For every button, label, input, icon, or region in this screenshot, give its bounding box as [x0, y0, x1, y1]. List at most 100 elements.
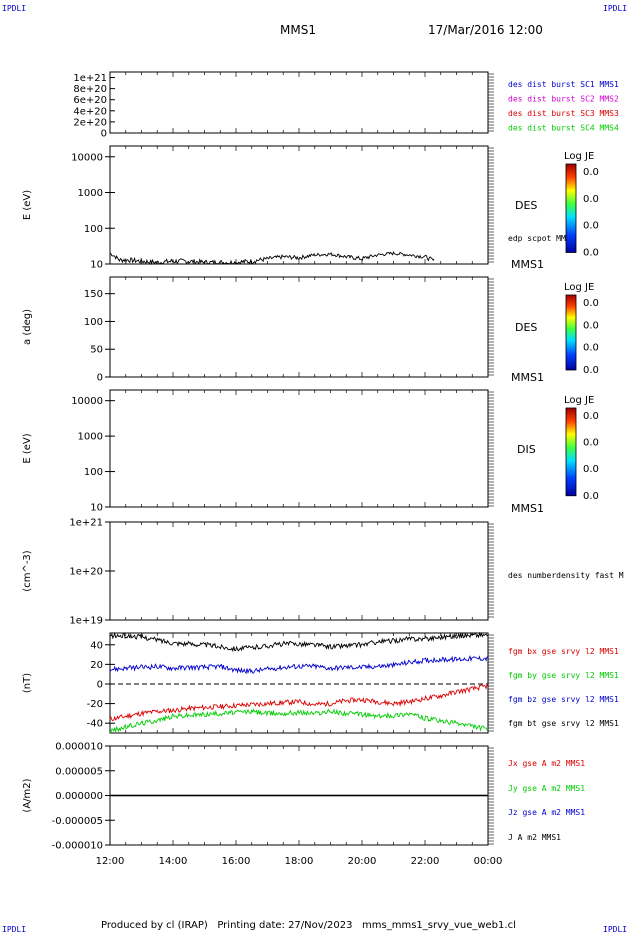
dis-energy-panel-colorbar-tick-label: 0.0	[583, 438, 599, 449]
dis-energy-panel-bottom-label: MMS1	[511, 502, 544, 515]
dis-energy-panel-y-tick-label: 1000	[78, 432, 103, 443]
dis-energy-panel-spectrogram-label: DIS	[517, 443, 536, 456]
dis-energy-panel-colorbar-tick-label: 0.0	[583, 411, 599, 422]
current-panel-y-tick-label: -0.000005	[52, 816, 103, 827]
corner-label-bottom-right: IPDLI	[603, 925, 627, 934]
fgm-panel-legend-entry: fgm bz gse srvy l2 MMS1	[508, 695, 619, 704]
des-energy-panel-spectrogram-label: DES	[515, 199, 537, 212]
fgm-panel-legend-entry: fgm by gse srvy l2 MMS1	[508, 671, 619, 680]
des-pitch-panel-colorbar	[565, 294, 577, 371]
current-panel-y-tick-label: 0.000000	[55, 791, 103, 802]
dist-burst-panel-legend-entry: des dist burst SC4 MMS4	[508, 124, 619, 133]
des-pitch-panel-colorbar-tick-label: 0.0	[583, 298, 599, 309]
fgm-panel-y-tick-label: -20	[87, 699, 103, 710]
des-energy-panel-y-tick-label: 100	[84, 224, 103, 235]
dis-energy-panel-frame	[109, 389, 489, 508]
current-panel-x-tick-label: 00:00	[474, 856, 503, 867]
density-panel-frame	[109, 521, 489, 621]
current-panel-x-tick-label: 22:00	[411, 856, 440, 867]
current-panel-x-tick-label: 18:00	[285, 856, 314, 867]
dist-burst-panel-legend-entry: des dist burst SC2 MMS2	[508, 95, 619, 104]
fgm-panel-y-tick-label: 40	[90, 640, 103, 651]
des-pitch-panel-colorbar-tick-label: 0.0	[583, 365, 599, 376]
fgm-panel-series-line	[109, 708, 489, 734]
des-pitch-panel-bottom-label: MMS1	[511, 371, 544, 384]
des-pitch-panel-y-tick-label: 100	[84, 317, 103, 328]
dist-burst-panel-y-tick-label: 4e+20	[73, 106, 107, 117]
current-panel-y-tick-label: 0.000005	[55, 766, 103, 777]
des-energy-panel-colorbar-tick-label: 0.0	[583, 248, 599, 259]
density-panel-y-tick-label: 1e+19	[69, 616, 103, 627]
dist-burst-panel-y-tick-label: 8e+20	[73, 84, 107, 95]
des-pitch-panel-colorbar-tick-label: 0.0	[583, 320, 599, 331]
current-panel-y-tick-label: 0.000010	[55, 742, 103, 753]
density-panel-y-tick-label: 1e+21	[69, 518, 103, 529]
density-panel-y-axis-label: (cm^-3)	[22, 550, 33, 591]
des-energy-panel-colorbar-title: Log JE	[564, 151, 594, 162]
corner-label-bottom-left: IPDLI	[2, 925, 26, 934]
dist-burst-panel-y-tick-label: 1e+21	[73, 73, 107, 84]
des-energy-panel-colorbar-tick-label: 0.0	[583, 221, 599, 232]
des-pitch-panel-colorbar-title: Log JE	[564, 282, 594, 293]
fgm-panel-y-axis-label: (nT)	[22, 673, 33, 693]
dist-burst-panel-y-tick-label: 6e+20	[73, 95, 107, 106]
current-panel-legend-entry: Jx gse A m2 MMS1	[508, 759, 585, 768]
current-panel-x-tick-label: 16:00	[222, 856, 251, 867]
des-energy-panel-colorbar	[565, 163, 577, 253]
current-panel-legend-entry: J A m2 MMS1	[508, 833, 561, 842]
dist-burst-panel-legend-entry: des dist burst SC3 MMS3	[508, 109, 619, 118]
header-title: MMS1	[280, 23, 316, 37]
current-panel-y-tick-label: -0.000010	[52, 841, 103, 852]
fgm-panel-series-line	[109, 654, 489, 675]
dist-burst-panel-y-tick-label: 0	[101, 129, 107, 140]
dis-energy-panel-y-axis-label: E (eV)	[22, 433, 33, 463]
des-energy-panel-y-tick-label: 10000	[71, 152, 103, 163]
current-panel-y-axis-label: (A/m2)	[22, 778, 33, 812]
corner-label-top-left: IPDLI	[2, 4, 26, 13]
des-pitch-panel-spectrogram-label: DES	[515, 321, 537, 334]
des-pitch-panel-y-tick-label: 0	[97, 373, 103, 384]
current-panel-x-tick-label: 12:00	[96, 856, 125, 867]
current-panel-x-tick-label: 20:00	[348, 856, 377, 867]
des-pitch-panel-colorbar-tick-label: 0.0	[583, 343, 599, 354]
dist-burst-panel-frame	[109, 71, 489, 134]
dis-energy-panel-colorbar-title: Log JE	[564, 395, 594, 406]
dis-energy-panel-y-tick-label: 10000	[71, 396, 103, 407]
des-energy-panel-frame	[109, 145, 489, 265]
des-energy-panel-y-axis-label: E (eV)	[22, 190, 33, 220]
des-energy-panel-bottom-label: MMS1	[511, 258, 544, 271]
des-energy-panel-y-tick-label: 10	[90, 260, 103, 271]
des-pitch-panel-y-tick-label: 150	[84, 289, 103, 300]
des-pitch-panel-frame	[109, 276, 489, 378]
fgm-panel-series-line	[109, 631, 489, 653]
des-energy-panel-colorbar-tick-label: 0.0	[583, 167, 599, 178]
density-panel-y-tick-label: 1e+20	[69, 567, 103, 578]
dis-energy-panel-colorbar	[565, 407, 577, 497]
footer-text: Produced by cl (IRAP) Printing date: 27/…	[101, 920, 516, 931]
current-panel-legend-entry: Jz gse A m2 MMS1	[508, 808, 585, 817]
fgm-panel-series-line	[109, 684, 489, 722]
density-panel-legend-entry: des numberdensity fast M	[508, 571, 624, 580]
dis-energy-panel-y-tick-label: 10	[90, 503, 103, 514]
dist-burst-panel-y-tick-label: 2e+20	[73, 117, 107, 128]
dis-energy-panel-colorbar-tick-label: 0.0	[583, 491, 599, 502]
dis-energy-panel-y-tick-label: 100	[84, 467, 103, 478]
dis-energy-panel-colorbar-tick-label: 0.0	[583, 464, 599, 475]
des-energy-panel-series-label: edp scpot MMS1	[508, 234, 576, 243]
dist-burst-panel-legend-entry: des dist burst SC1 MMS1	[508, 80, 619, 89]
des-pitch-panel-y-axis-label: a (deg)	[22, 309, 33, 345]
des-energy-panel-scpot-line	[109, 250, 435, 266]
des-pitch-panel-y-tick-label: 50	[90, 345, 103, 356]
fgm-panel-y-tick-label: 20	[90, 660, 103, 671]
fgm-panel-y-tick-label: 0	[97, 679, 103, 690]
des-energy-panel-colorbar-tick-label: 0.0	[583, 194, 599, 205]
fgm-panel-y-tick-label: -40	[87, 719, 103, 730]
current-panel-legend-entry: Jy gse A m2 MMS1	[508, 784, 585, 793]
corner-label-top-right: IPDLI	[603, 4, 627, 13]
fgm-panel-legend-entry: fgm bx gse srvy l2 MMS1	[508, 647, 619, 656]
header-date: 17/Mar/2016 12:00	[428, 23, 543, 37]
current-panel-x-tick-label: 14:00	[159, 856, 188, 867]
des-energy-panel-y-tick-label: 1000	[78, 188, 103, 199]
fgm-panel-legend-entry: fgm bt gse srvy l2 MMS1	[508, 719, 619, 728]
